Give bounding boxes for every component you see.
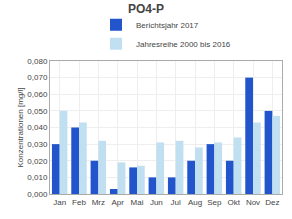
svg-text:Jun: Jun (150, 198, 163, 207)
svg-text:Feb: Feb (72, 198, 86, 207)
svg-text:0,060: 0,060 (27, 90, 48, 99)
svg-text:0,020: 0,020 (27, 157, 48, 166)
svg-text:0,080: 0,080 (27, 57, 48, 66)
svg-text:0,010: 0,010 (27, 173, 48, 182)
svg-text:0,070: 0,070 (27, 73, 48, 82)
svg-text:Okt: Okt (227, 198, 240, 207)
svg-text:Berichtsjahr 2017: Berichtsjahr 2017 (136, 21, 199, 30)
svg-text:Jul: Jul (171, 198, 181, 207)
svg-text:0,000: 0,000 (27, 190, 48, 199)
svg-text:PO4-P: PO4-P (128, 2, 164, 16)
svg-text:0,050: 0,050 (27, 107, 48, 116)
svg-text:Mai: Mai (131, 198, 144, 207)
svg-text:Jan: Jan (53, 198, 66, 207)
svg-text:Nov: Nov (246, 198, 260, 207)
svg-text:Mrz: Mrz (92, 198, 105, 207)
svg-text:Sep: Sep (207, 198, 222, 207)
svg-text:Konzentrationen [mg/l]: Konzentrationen [mg/l] (16, 87, 25, 167)
svg-text:Jahresreihe 2000 bis 2016: Jahresreihe 2000 bis 2016 (136, 40, 231, 49)
svg-text:Aug: Aug (188, 198, 202, 207)
svg-text:0,040: 0,040 (27, 123, 48, 132)
svg-text:Dez: Dez (265, 198, 279, 207)
svg-text:0,030: 0,030 (27, 140, 48, 149)
svg-text:Apr: Apr (111, 198, 124, 207)
